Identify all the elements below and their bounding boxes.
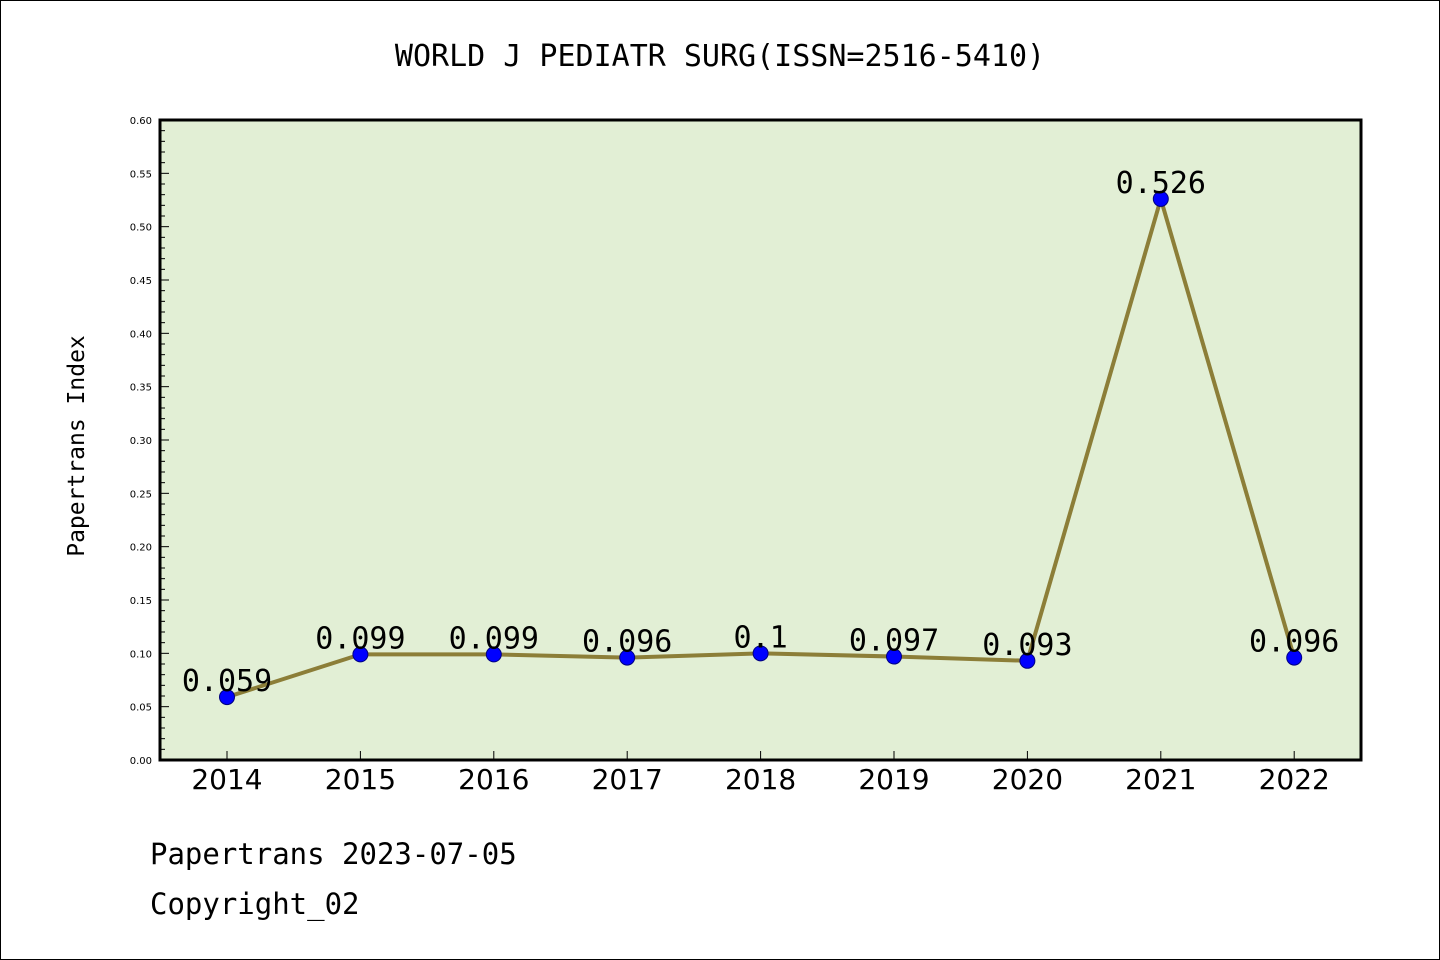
data-point <box>1019 652 1036 669</box>
y-axis-label: Papertrans Index <box>64 335 90 557</box>
x-tick-label: 2017 <box>592 763 663 796</box>
data-point <box>1286 649 1303 666</box>
data-label: 0.059 <box>182 664 272 699</box>
data-label: 0.1 <box>734 620 788 655</box>
y-tick-label: 0.00 <box>130 756 152 767</box>
data-point <box>619 649 636 666</box>
data-label: 0.099 <box>449 621 539 656</box>
x-tick-label: 2016 <box>458 763 529 796</box>
y-tick-label: 0.15 <box>130 596 152 607</box>
x-axis: 2014 2015 2016 2017 2018 2019 2020 2021 2022 <box>191 751 1330 796</box>
x-tick-label: 2020 <box>992 763 1063 796</box>
x-tick-label: 2021 <box>1125 763 1196 796</box>
y-tick-label: 0.05 <box>130 703 152 714</box>
x-tick-label: 2015 <box>325 763 396 796</box>
data-point <box>485 646 502 663</box>
data-point <box>752 645 769 662</box>
x-tick-label: 2018 <box>725 763 796 796</box>
y-tick-label: 0.50 <box>130 223 152 234</box>
y-tick-label: 0.40 <box>130 329 152 340</box>
y-tick-label: 0.20 <box>130 543 152 554</box>
y-tick-label: 0.55 <box>130 169 152 180</box>
y-tick-label: 0.45 <box>130 276 152 287</box>
data-label: 0.099 <box>315 621 405 656</box>
x-tick-label: 2019 <box>858 763 929 796</box>
y-tick-label: 0.30 <box>130 436 152 447</box>
footer-copyright: Copyright_02 <box>150 887 360 922</box>
x-tick-label: 2022 <box>1259 763 1330 796</box>
y-tick-label: 0.25 <box>130 489 152 500</box>
data-label: 0.096 <box>1249 625 1339 660</box>
data-label: 0.097 <box>849 624 939 659</box>
y-tick-label: 0.10 <box>130 649 152 660</box>
x-tick-label: 2014 <box>191 763 262 796</box>
data-point <box>886 648 902 665</box>
footer-source: Papertrans 2023-07-05 <box>150 837 517 871</box>
data-label: 0.093 <box>982 628 1072 663</box>
data-point <box>352 646 369 663</box>
data-point <box>219 689 235 706</box>
y-axis: 0.00 0.05 0.10 0.15 0.20 0.25 0.30 0.35 0.40 0.45… <box>130 116 169 767</box>
plot-area <box>158 118 1363 762</box>
data-label: 0.096 <box>582 625 672 660</box>
y-tick-label: 0.60 <box>130 116 152 127</box>
data-label: 0.526 <box>1116 166 1206 201</box>
series-layer: 0.059 0.099 0.099 0.096 0.1 0.097 0.093 0.526 0.… <box>182 166 1339 706</box>
chart-title: WORLD J PEDIATR SURG(ISSN=2516-5410) <box>395 39 1045 74</box>
y-tick-label: 0.35 <box>130 383 152 394</box>
data-point <box>1152 190 1169 207</box>
